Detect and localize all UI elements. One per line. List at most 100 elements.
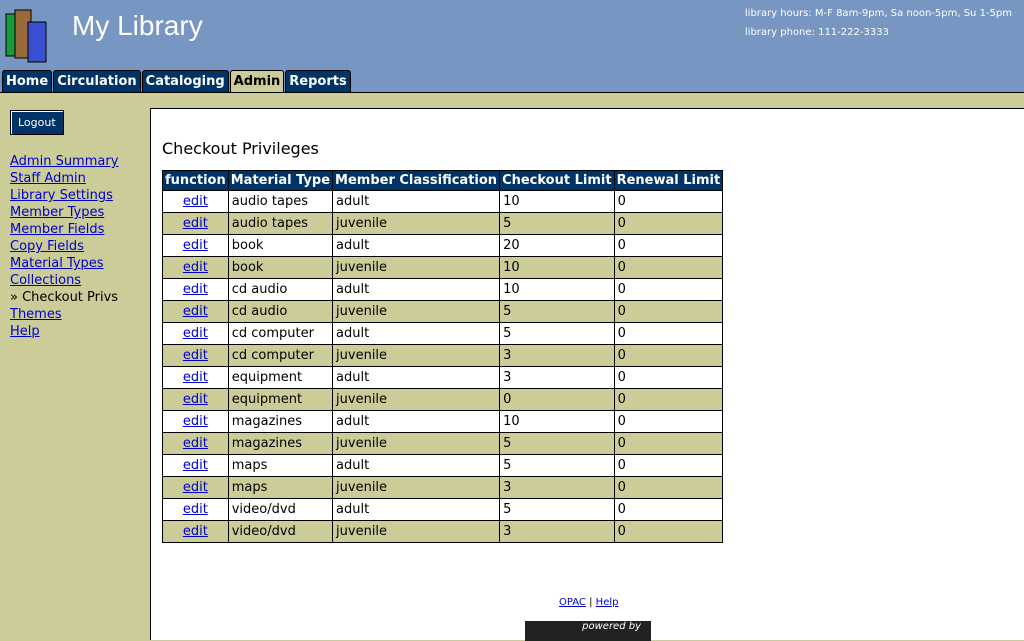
sidebar-item-member-types[interactable]: Member Types bbox=[10, 205, 105, 220]
table-cell: 5 bbox=[499, 432, 615, 455]
table-row: edit magazines adult 10 0 bbox=[162, 410, 724, 433]
app-title: My Library bbox=[72, 10, 203, 41]
table-cell: 3 bbox=[499, 520, 615, 543]
function-cell: edit bbox=[162, 520, 229, 543]
powered-by-text: powered by bbox=[582, 621, 641, 632]
sidebar-item-member-fields[interactable]: Member Fields bbox=[10, 222, 105, 237]
table-cell: adult bbox=[332, 322, 501, 345]
function-cell: edit bbox=[162, 498, 229, 521]
table-cell: video/dvd bbox=[227, 520, 334, 543]
tab-circulation[interactable]: Circulation bbox=[53, 70, 141, 93]
table-cell: magazines bbox=[227, 410, 334, 433]
table-cell: book bbox=[227, 256, 334, 279]
edit-link[interactable]: edit bbox=[182, 436, 208, 451]
library-phone: library phone: 111-222-3333 bbox=[744, 27, 889, 38]
table-cell: 0 bbox=[613, 366, 724, 389]
table-cell: juvenile bbox=[332, 432, 501, 455]
table-cell: book bbox=[227, 234, 334, 257]
column-header: Material Type bbox=[227, 170, 334, 191]
edit-link[interactable]: edit bbox=[182, 370, 208, 385]
table-row: edit equipment juvenile 0 0 bbox=[162, 388, 724, 411]
edit-link[interactable]: edit bbox=[182, 238, 208, 253]
table-cell: video/dvd bbox=[227, 498, 334, 521]
table-cell: 5 bbox=[499, 300, 615, 323]
sidebar-item-material-types[interactable]: Material Types bbox=[10, 256, 104, 271]
edit-link[interactable]: edit bbox=[182, 194, 208, 209]
table-cell: 0 bbox=[499, 388, 615, 411]
table-cell: maps bbox=[227, 454, 334, 477]
table-cell: adult bbox=[332, 498, 501, 521]
table-row: edit audio tapes adult 10 0 bbox=[162, 190, 724, 213]
tab-cataloging[interactable]: Cataloging bbox=[141, 70, 229, 93]
table-cell: 0 bbox=[613, 256, 724, 279]
edit-link[interactable]: edit bbox=[182, 260, 208, 275]
function-cell: edit bbox=[162, 190, 229, 213]
table-cell: 0 bbox=[613, 212, 724, 235]
edit-link[interactable]: edit bbox=[182, 326, 208, 341]
sidebar-item-checkout-privs: » Checkout Privs bbox=[10, 290, 119, 305]
table-row: edit cd audio juvenile 5 0 bbox=[162, 300, 724, 323]
tab-admin[interactable]: Admin bbox=[229, 70, 285, 93]
divider bbox=[0, 92, 1024, 93]
table-cell: 0 bbox=[613, 520, 724, 543]
table-row: edit video/dvd adult 5 0 bbox=[162, 498, 724, 521]
table-cell: equipment bbox=[227, 366, 334, 389]
function-cell: edit bbox=[162, 410, 229, 433]
function-cell: edit bbox=[162, 366, 229, 389]
table-row: edit cd computer adult 5 0 bbox=[162, 322, 724, 345]
tab-home[interactable]: Home bbox=[2, 70, 53, 93]
table-cell: 0 bbox=[613, 410, 724, 433]
opac-link[interactable]: OPAC bbox=[559, 597, 586, 608]
sidebar-item-library-settings[interactable]: Library Settings bbox=[10, 188, 113, 203]
sidebar-item-admin-summary[interactable]: Admin Summary bbox=[10, 154, 119, 169]
table-cell: maps bbox=[227, 476, 334, 499]
table-cell: adult bbox=[332, 234, 501, 257]
table-cell: cd audio bbox=[227, 278, 334, 301]
edit-link[interactable]: edit bbox=[182, 458, 208, 473]
function-cell: edit bbox=[162, 300, 229, 323]
table-cell: 0 bbox=[613, 454, 724, 477]
table-cell: 10 bbox=[499, 278, 615, 301]
function-cell: edit bbox=[162, 432, 229, 455]
edit-link[interactable]: edit bbox=[182, 216, 208, 231]
table-cell: juvenile bbox=[332, 212, 501, 235]
edit-link[interactable]: edit bbox=[182, 502, 208, 517]
table-cell: equipment bbox=[227, 388, 334, 411]
table-cell: 3 bbox=[499, 344, 615, 367]
edit-link[interactable]: edit bbox=[182, 392, 208, 407]
table-row: edit cd computer juvenile 3 0 bbox=[162, 344, 724, 367]
main-content: Checkout Privileges function Material Typ… bbox=[150, 108, 1024, 641]
table-cell: audio tapes bbox=[227, 212, 334, 235]
edit-link[interactable]: edit bbox=[182, 348, 208, 363]
table-row: edit magazines juvenile 5 0 bbox=[162, 432, 724, 455]
table-cell: 0 bbox=[613, 344, 724, 367]
table-cell: 20 bbox=[499, 234, 615, 257]
table-cell: cd computer bbox=[227, 344, 334, 367]
sidebar-item-help[interactable]: Help bbox=[10, 324, 40, 339]
table-cell: magazines bbox=[227, 432, 334, 455]
edit-link[interactable]: edit bbox=[182, 304, 208, 319]
edit-link[interactable]: edit bbox=[182, 414, 208, 429]
table-cell: 5 bbox=[499, 322, 615, 345]
table-row: edit book adult 20 0 bbox=[162, 234, 724, 257]
sidebar-item-staff-admin[interactable]: Staff Admin bbox=[10, 171, 86, 186]
sidebar-item-themes[interactable]: Themes bbox=[10, 307, 62, 322]
help-link[interactable]: Help bbox=[595, 597, 619, 608]
table-cell: 0 bbox=[613, 234, 724, 257]
function-cell: edit bbox=[162, 256, 229, 279]
function-cell: edit bbox=[162, 322, 229, 345]
table-cell: 10 bbox=[499, 190, 615, 213]
table-row: edit book juvenile 10 0 bbox=[162, 256, 724, 279]
logout-button[interactable]: Logout bbox=[10, 110, 64, 135]
table-cell: 0 bbox=[613, 278, 724, 301]
sidebar-item-collections[interactable]: Collections bbox=[10, 273, 82, 288]
separator: | bbox=[589, 597, 593, 608]
sidebar-item-copy-fields[interactable]: Copy Fields bbox=[10, 239, 84, 254]
edit-link[interactable]: edit bbox=[182, 282, 208, 297]
edit-link[interactable]: edit bbox=[182, 524, 208, 539]
table-row: edit maps juvenile 3 0 bbox=[162, 476, 724, 499]
table-cell: audio tapes bbox=[227, 190, 334, 213]
tab-reports[interactable]: Reports bbox=[285, 70, 351, 93]
table-row: edit cd audio adult 10 0 bbox=[162, 278, 724, 301]
edit-link[interactable]: edit bbox=[182, 480, 208, 495]
